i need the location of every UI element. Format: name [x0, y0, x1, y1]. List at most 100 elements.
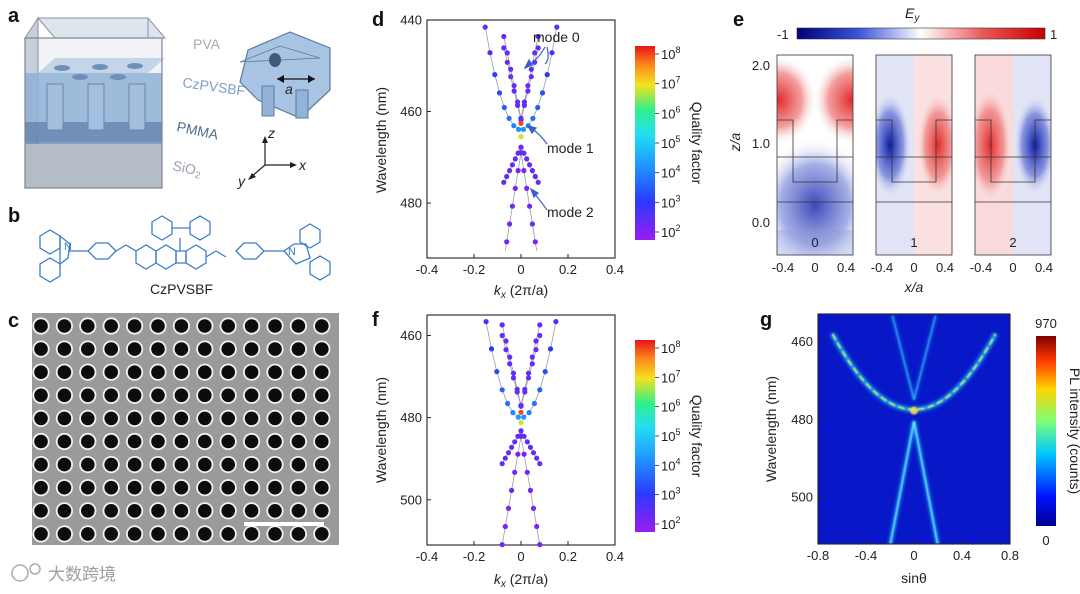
sem-hole — [221, 365, 235, 380]
xtick-e-0b: 0 — [811, 260, 818, 275]
band-point — [509, 444, 515, 450]
colorbar-f — [635, 340, 655, 532]
sem-hole — [198, 504, 212, 518]
band-point — [511, 88, 517, 94]
band-point — [515, 433, 521, 439]
colorbar-tick-label: 108 — [661, 339, 680, 356]
ylabel-d: Wavelength (nm) — [373, 87, 389, 193]
annotation-mode-0: mode 0 — [533, 29, 580, 45]
sem-hole — [315, 527, 329, 541]
band-point — [527, 444, 534, 450]
xtick-e-2b: 0 — [1009, 260, 1016, 275]
layer-label-czpvsbf: CzPVSBF — [182, 74, 247, 99]
band-point — [529, 361, 535, 367]
sem-hole — [291, 342, 306, 356]
sem-hole — [198, 342, 212, 356]
band-point — [494, 369, 500, 375]
sem-hole — [127, 365, 142, 380]
field-colorbar-max: 1 — [1050, 27, 1057, 42]
ylabel-f: Wavelength (nm) — [373, 377, 389, 483]
band-point — [487, 50, 493, 56]
band-points-f — [483, 319, 559, 548]
sem-hole — [221, 527, 235, 541]
band-point — [524, 185, 530, 191]
band-point — [553, 319, 559, 325]
colorbar-ticks-f: 108 107 106 105 104 103 102 — [655, 339, 680, 532]
annotation-mode-1: mode 1 — [547, 140, 594, 156]
xlabel-e: x/a — [904, 279, 924, 295]
colorbar-tick-exponent: 4 — [675, 456, 680, 466]
panel-label-c: c — [8, 310, 19, 332]
sem-hole — [174, 319, 189, 333]
sem-hole — [34, 411, 48, 426]
sem-hole — [151, 527, 165, 541]
band-point — [521, 451, 527, 457]
band-point — [502, 523, 508, 530]
sem-hole — [104, 342, 118, 356]
band-point — [539, 90, 546, 96]
x-tick-label: -0.2 — [463, 262, 485, 277]
xlabel-d: kx (2π/a) — [494, 282, 548, 301]
sem-hole — [127, 342, 142, 356]
sem-hole — [151, 504, 165, 518]
band-point — [518, 428, 524, 434]
molecule-name: CzPVSBF — [150, 281, 213, 297]
sem-hole — [34, 319, 48, 333]
band-point — [510, 410, 516, 416]
ytick-e-2: 0.0 — [752, 215, 770, 230]
sem-hole — [198, 411, 212, 426]
sem-hole — [268, 319, 282, 333]
band-point — [524, 439, 530, 445]
y-tick-label: 480 — [791, 412, 813, 427]
sem-hole — [104, 319, 118, 333]
mode-label-1: 1 — [910, 235, 917, 250]
x-tick-label: 0.4 — [606, 549, 624, 564]
sem-hole — [127, 411, 142, 426]
ytick-e-0: 2.0 — [752, 58, 770, 73]
band-point — [506, 115, 512, 121]
sem-hole — [291, 457, 306, 472]
band-point — [518, 144, 524, 150]
colorbar-tick-exponent: 8 — [675, 45, 680, 55]
band-point — [503, 347, 509, 353]
field-title-e: Ey — [905, 5, 920, 24]
sem-hole — [57, 365, 72, 380]
sem-hole — [81, 480, 95, 495]
panel-a: a PVA CzPVSBF PMMA SiO2 — [8, 5, 331, 190]
colorbar-tick-exponent: 3 — [675, 486, 680, 496]
sem-hole — [127, 480, 142, 495]
panel-g: g -0.8 -0.4 0 0.4 0.8 460 480 500 Wavelength (n… — [760, 309, 1080, 586]
field-map-mode-1 — [875, 54, 953, 256]
colorbar-tick-exponent: 2 — [675, 515, 680, 525]
band-point — [537, 461, 543, 467]
sem-hole — [268, 434, 282, 449]
band-point — [521, 414, 527, 420]
band-point — [505, 505, 512, 511]
band-point — [514, 386, 520, 392]
colorbar-tick-label: 107 — [661, 75, 680, 92]
colorbar-tick-label: 107 — [661, 368, 680, 385]
band-point — [505, 450, 512, 456]
band-point — [507, 361, 513, 367]
band-point — [507, 168, 513, 174]
sem-hole — [81, 527, 95, 541]
band-point — [509, 487, 515, 493]
ticks-g: -0.8 -0.4 0 0.4 0.8 460 480 500 — [791, 334, 1019, 563]
field-map-mode-0 — [776, 54, 854, 256]
band-point — [529, 354, 535, 360]
panel-label-f: f — [372, 309, 379, 331]
sem-hole — [104, 411, 118, 426]
sem-hole — [81, 342, 95, 356]
panel-c: c — [8, 310, 339, 545]
band-point — [535, 104, 541, 111]
band-point — [501, 179, 507, 185]
band-point — [505, 400, 511, 407]
annotation-arrows-d — [523, 46, 549, 211]
band-point — [535, 45, 541, 51]
band-point — [531, 400, 538, 407]
sem-hole — [174, 411, 189, 426]
sem-hole — [221, 480, 235, 495]
ylabel-g: Wavelength (nm) — [763, 376, 779, 482]
sem-hole — [34, 504, 48, 518]
